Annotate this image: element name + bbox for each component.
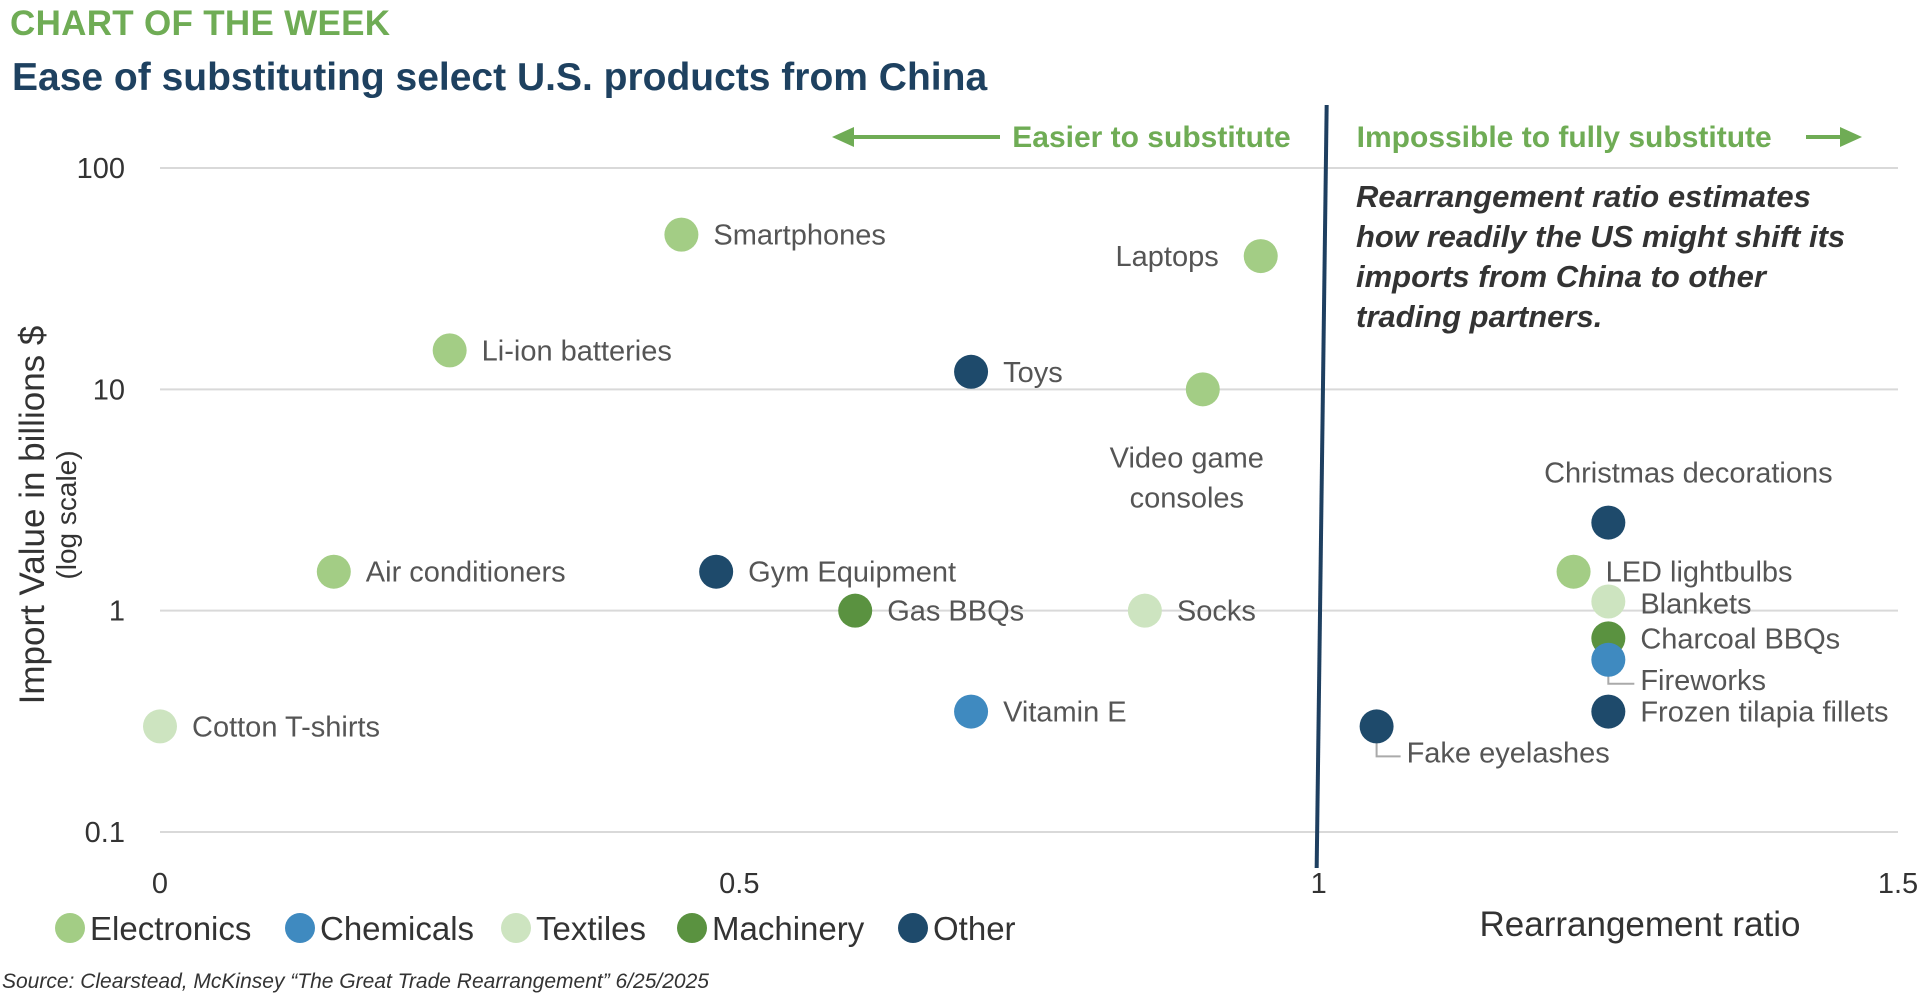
data-point-socks [1127, 593, 1162, 628]
axis-titles: Import Value in billions $ (log scale) Rea… [13, 326, 1801, 944]
point-label-video-game-consoles: consoles [1130, 482, 1244, 514]
point-label-charcoal-bbqs: Charcoal BBQs [1640, 623, 1840, 655]
easier-to-substitute-label: Easier to substitute [1012, 121, 1290, 154]
y-axis-ticks: 0.1 1 10 100 [77, 153, 125, 849]
legend-label-textiles: Textiles [536, 910, 646, 947]
x-axis-title: Rearrangement ratio [1480, 905, 1801, 944]
point-labels: Smartphones Laptops Li-ion batteries Toys Vi… [192, 220, 1889, 770]
data-point-vitamin-e [954, 694, 989, 729]
note-line: how readily the US might shift its [1356, 219, 1845, 254]
point-label-led-lightbulbs: LED lightbulbs [1606, 557, 1793, 589]
note-line: Rearrangement ratio estimates [1356, 179, 1811, 214]
x-tick-label: 1 [1311, 868, 1327, 900]
threshold-group: Easier to substitute Impossible to fully … [832, 104, 1862, 869]
point-label-toys: Toys [1003, 357, 1063, 389]
legend-label-electronics: Electronics [90, 910, 251, 947]
data-point-christmas-decorations [1591, 505, 1626, 540]
y-axis-title: Import Value in billions $ [13, 326, 52, 705]
data-point-gas-bbqs [838, 593, 873, 628]
point-label-smartphones: Smartphones [713, 220, 886, 252]
point-label-blankets: Blankets [1640, 589, 1751, 621]
right-arrow-icon [1840, 127, 1862, 147]
x-axis-ticks: 0 0.5 1 1.5 [152, 868, 1918, 900]
legend-marker-other [898, 913, 928, 943]
data-point-frozen-tilapia-fillets [1591, 694, 1626, 729]
x-tick-label: 0 [152, 868, 168, 900]
data-point-blankets [1591, 584, 1626, 619]
point-label-gym-equipment: Gym Equipment [748, 557, 956, 589]
data-points [143, 217, 1626, 744]
legend-label-chemicals: Chemicals [320, 910, 474, 947]
point-label-christmas-decorations: Christmas decorations [1544, 458, 1833, 490]
data-point-smartphones [664, 217, 699, 252]
legend-label-other: Other [933, 910, 1016, 947]
data-point-gym-equipment [699, 554, 734, 589]
note-line: imports from China to other [1356, 259, 1768, 294]
data-point-fake-eyelashes [1359, 709, 1394, 744]
point-label-cotton-t-shirts: Cotton T-shirts [192, 711, 380, 743]
point-label-socks: Socks [1177, 596, 1256, 628]
x-tick-label: 1.5 [1878, 868, 1918, 900]
data-point-li-ion-batteries [432, 333, 467, 368]
data-point-toys [954, 354, 989, 389]
legend-marker-machinery [677, 913, 707, 943]
y-tick-label: 100 [77, 153, 125, 185]
point-label-vitamin-e: Vitamin E [1003, 697, 1127, 729]
legend-marker-electronics [55, 913, 85, 943]
data-point-fireworks [1591, 642, 1626, 677]
data-point-laptops [1243, 239, 1278, 274]
legend-marker-textiles [501, 913, 531, 943]
point-label-laptops: Laptops [1116, 241, 1219, 273]
y-axis-subtitle: (log scale) [51, 450, 82, 579]
x-tick-label: 0.5 [719, 868, 759, 900]
point-label-frozen-tilapia-fillets: Frozen tilapia fillets [1640, 697, 1888, 729]
point-label-video-game-consoles: Video game [1110, 442, 1264, 474]
y-tick-label: 0.1 [85, 817, 125, 849]
chart-note: Rearrangement ratio estimates how readily… [1356, 179, 1845, 334]
data-point-video-game-consoles [1185, 372, 1220, 407]
data-point-air-conditioners [316, 554, 351, 589]
threshold-line [1314, 104, 1329, 869]
data-point-led-lightbulbs [1556, 554, 1591, 589]
legend-label-machinery: Machinery [712, 910, 865, 947]
point-label-li-ion-batteries: Li-ion batteries [482, 335, 672, 367]
note-line: trading partners. [1356, 299, 1602, 334]
point-label-air-conditioners: Air conditioners [366, 557, 566, 589]
point-label-fake-eyelashes: Fake eyelashes [1407, 737, 1610, 769]
point-label-gas-bbqs: Gas BBQs [887, 596, 1024, 628]
source-note: Source: Clearstead, McKinsey “The Great … [2, 970, 709, 993]
legend-marker-chemicals [285, 913, 315, 943]
chart-title: Ease of substituting select U.S. product… [12, 56, 988, 99]
data-point-cotton-t-shirts [143, 709, 177, 744]
y-tick-label: 1 [109, 596, 125, 628]
chart-kicker: CHART OF THE WEEK [10, 4, 391, 43]
legend: Electronics Chemicals Textiles Machinery Oth… [55, 910, 1016, 947]
impossible-to-substitute-label: Impossible to fully substitute [1357, 121, 1772, 154]
point-label-fireworks: Fireworks [1640, 665, 1766, 697]
left-arrow-icon [832, 127, 854, 147]
y-tick-label: 10 [93, 374, 125, 406]
